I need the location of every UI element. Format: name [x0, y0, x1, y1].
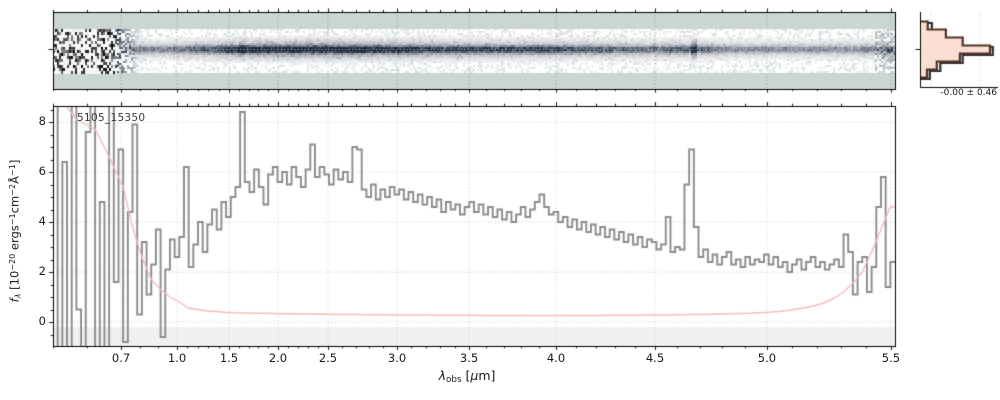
x-axis-label: λobs [μm]: [439, 368, 496, 385]
source-id-label: 5105_15350: [77, 112, 146, 124]
x-tick-label: 5.5: [881, 351, 901, 365]
label-segment: λ: [438, 368, 447, 383]
x-tick-label: 4.0: [546, 351, 566, 365]
label-segment: λ: [13, 293, 23, 299]
label-segment: m]: [478, 368, 496, 383]
x-tick-label: 4.5: [645, 351, 665, 365]
label-segment: [: [461, 368, 471, 383]
x-tick-label: 3.5: [459, 351, 479, 365]
x-tick-label: 3.0: [387, 351, 407, 365]
x-tick-label: 5.0: [757, 351, 777, 365]
label-segment: ergs: [7, 225, 22, 254]
y-tick-label: 2: [38, 264, 46, 278]
x-tick-label: 1.0: [167, 351, 187, 365]
y-tick-label: 8: [38, 114, 46, 128]
label-segment: f: [7, 298, 22, 303]
x-tick-label: 2.0: [268, 351, 288, 365]
y-tick-label: 6: [38, 164, 46, 178]
hist-stats-label: -0.00 ± 0.46: [940, 88, 997, 98]
x-tick-label: 2.5: [318, 351, 338, 365]
label-segment: cm: [7, 195, 22, 214]
x-tick-label: 0.7: [111, 351, 131, 365]
label-segment: −2: [8, 183, 18, 196]
y-tick-label: 4: [38, 214, 46, 228]
x-tick-label: 1.5: [219, 351, 239, 365]
label-segment: μ: [470, 368, 479, 383]
label-segment: obs: [446, 375, 462, 386]
y-axis-label: fλ [10−20 ergs−1cm−2Å−1]: [8, 160, 23, 303]
y-tick-label: 0: [38, 314, 46, 328]
